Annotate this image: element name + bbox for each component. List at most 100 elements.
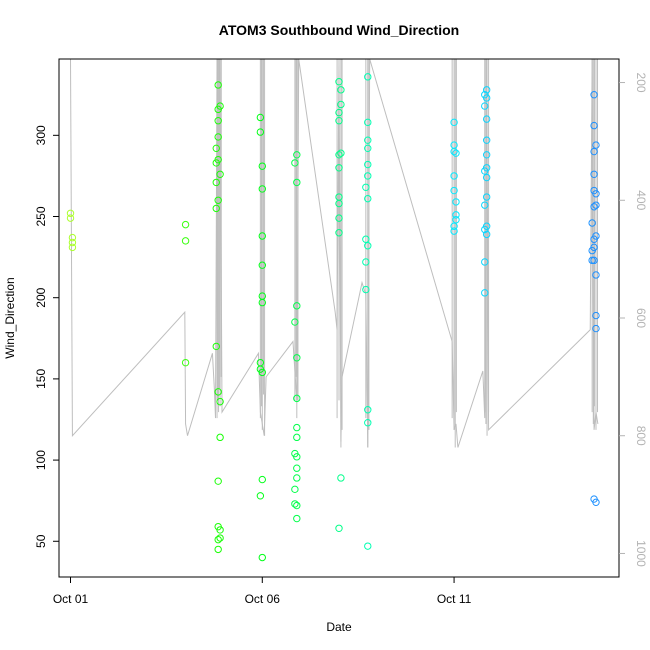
data-point	[214, 155, 222, 164]
data-point	[335, 108, 343, 117]
data-point	[450, 147, 458, 156]
data-point	[66, 209, 75, 217]
y2-tick-label: 800	[634, 426, 648, 446]
data-point	[364, 419, 372, 427]
data-point	[364, 406, 372, 414]
data-point	[592, 232, 600, 240]
data-point	[214, 388, 222, 396]
x-tick-label: Oct 11	[437, 592, 472, 606]
data-point	[452, 211, 460, 219]
data-point	[214, 196, 222, 204]
data-point	[590, 243, 598, 252]
data-point	[337, 149, 345, 157]
data-point	[450, 227, 458, 235]
data-point	[216, 433, 224, 442]
data-point	[481, 289, 489, 297]
data-point	[452, 216, 460, 224]
y2-tick-label: 400	[634, 190, 648, 210]
data-point	[214, 81, 222, 89]
data-point	[256, 128, 265, 136]
data-point	[337, 474, 345, 482]
data-point	[482, 164, 491, 172]
data-point	[588, 256, 596, 265]
y-tick-label: 100	[34, 450, 48, 470]
data-point	[293, 433, 301, 442]
data-point	[214, 117, 222, 125]
data-point	[291, 318, 299, 326]
data-point	[181, 358, 190, 367]
data-point	[212, 204, 220, 213]
data-point	[216, 397, 224, 406]
data-point	[293, 178, 301, 187]
data-point	[362, 183, 370, 191]
y2-tick-label: 1000	[634, 540, 648, 567]
data-point	[293, 151, 301, 159]
data-point	[293, 354, 301, 362]
data-point	[590, 121, 598, 130]
data-point	[592, 141, 600, 149]
data-point	[293, 394, 301, 403]
data-point	[216, 170, 224, 178]
data-point	[214, 535, 222, 544]
data-point	[335, 524, 343, 532]
data-point	[588, 219, 596, 227]
data-point	[293, 514, 301, 523]
data-point	[66, 214, 75, 222]
data-point	[291, 485, 299, 494]
data-point	[592, 311, 600, 320]
data-point	[258, 232, 266, 240]
data-point	[258, 261, 266, 269]
data-point	[482, 222, 491, 230]
data-point	[362, 235, 370, 243]
data-point	[364, 136, 372, 144]
data-point	[335, 78, 343, 86]
data-point	[212, 342, 220, 351]
data-point	[335, 117, 343, 125]
data-point	[590, 203, 598, 211]
y-tick-label: 200	[34, 287, 48, 307]
data-point	[590, 147, 598, 156]
data-point	[335, 151, 343, 159]
axes: Oct 01 Oct 06 Oct 11 50 100 150 200 250 300 200 40…	[34, 58, 648, 606]
data-point	[452, 198, 460, 206]
series-line	[70, 59, 599, 448]
data-point	[364, 242, 372, 250]
data-point	[482, 136, 491, 144]
data-point	[335, 229, 343, 237]
data-point	[364, 118, 372, 127]
data-point	[335, 214, 343, 222]
data-point	[68, 233, 77, 242]
data-point	[291, 159, 299, 167]
data-point	[481, 201, 489, 209]
data-point	[482, 193, 491, 201]
y-tick-label: 250	[34, 206, 48, 226]
data-point	[482, 94, 491, 102]
data-point	[364, 73, 372, 81]
data-point	[481, 258, 489, 266]
data-point	[482, 173, 491, 182]
data-point	[362, 258, 370, 266]
data-point	[592, 324, 600, 333]
data-point	[212, 178, 220, 187]
data-point	[256, 113, 265, 122]
x-tick-label: Oct 01	[53, 592, 89, 606]
y-tick-label: 150	[34, 369, 48, 389]
y2-tick-label: 600	[634, 308, 648, 328]
data-point	[258, 185, 266, 193]
data-point	[450, 222, 458, 230]
data-point	[293, 464, 301, 472]
data-point	[364, 542, 372, 550]
data-point	[592, 271, 600, 279]
data-point	[364, 194, 372, 203]
data-point	[592, 498, 600, 507]
data-point	[214, 133, 222, 141]
data-point	[293, 474, 301, 482]
data-point	[450, 172, 458, 180]
y-tick-label: 50	[34, 534, 48, 548]
data-point	[482, 86, 491, 94]
data-point	[482, 115, 491, 123]
data-point	[291, 500, 299, 508]
data-point	[335, 199, 343, 208]
data-point	[452, 149, 460, 157]
data-point	[590, 256, 598, 265]
